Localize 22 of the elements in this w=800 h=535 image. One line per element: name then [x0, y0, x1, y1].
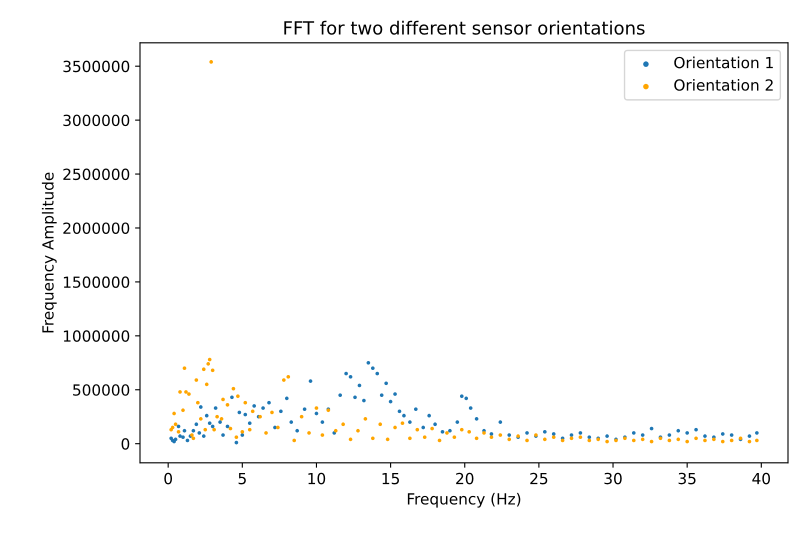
x-tick-label: 30 [604, 472, 622, 484]
legend-label: Orientation 2 [674, 78, 773, 91]
x-tick-label: 20 [456, 472, 474, 484]
y-tick-label: 1000000 [64, 330, 130, 342]
x-tick-label: 35 [678, 472, 696, 484]
y-tick-label: 2000000 [63, 222, 130, 234]
y-tick-label: 1500000 [64, 276, 130, 288]
y-axis-title: Frequency Amplitude [42, 172, 57, 332]
x-tick-label: 5 [238, 472, 246, 484]
x-tick-label: 15 [382, 472, 399, 484]
y-tick-label: 3000000 [63, 114, 130, 126]
y-tick-label: 2500000 [63, 168, 130, 180]
x-tick-label: 10 [308, 472, 326, 484]
legend-label: Orientation 1 [674, 56, 773, 68]
x-tick-label: 25 [530, 472, 548, 484]
x-tick-label: 40 [752, 472, 770, 484]
x-axis-title: Frequency (Hz) [408, 492, 520, 508]
y-tick-label: 3500000 [63, 60, 130, 72]
y-tick-label: 500000 [73, 384, 130, 396]
chart-title: FFT for two different sensor orientations [284, 20, 645, 35]
y-tick-label: 0 [122, 438, 130, 450]
x-tick-label: 0 [164, 472, 172, 484]
